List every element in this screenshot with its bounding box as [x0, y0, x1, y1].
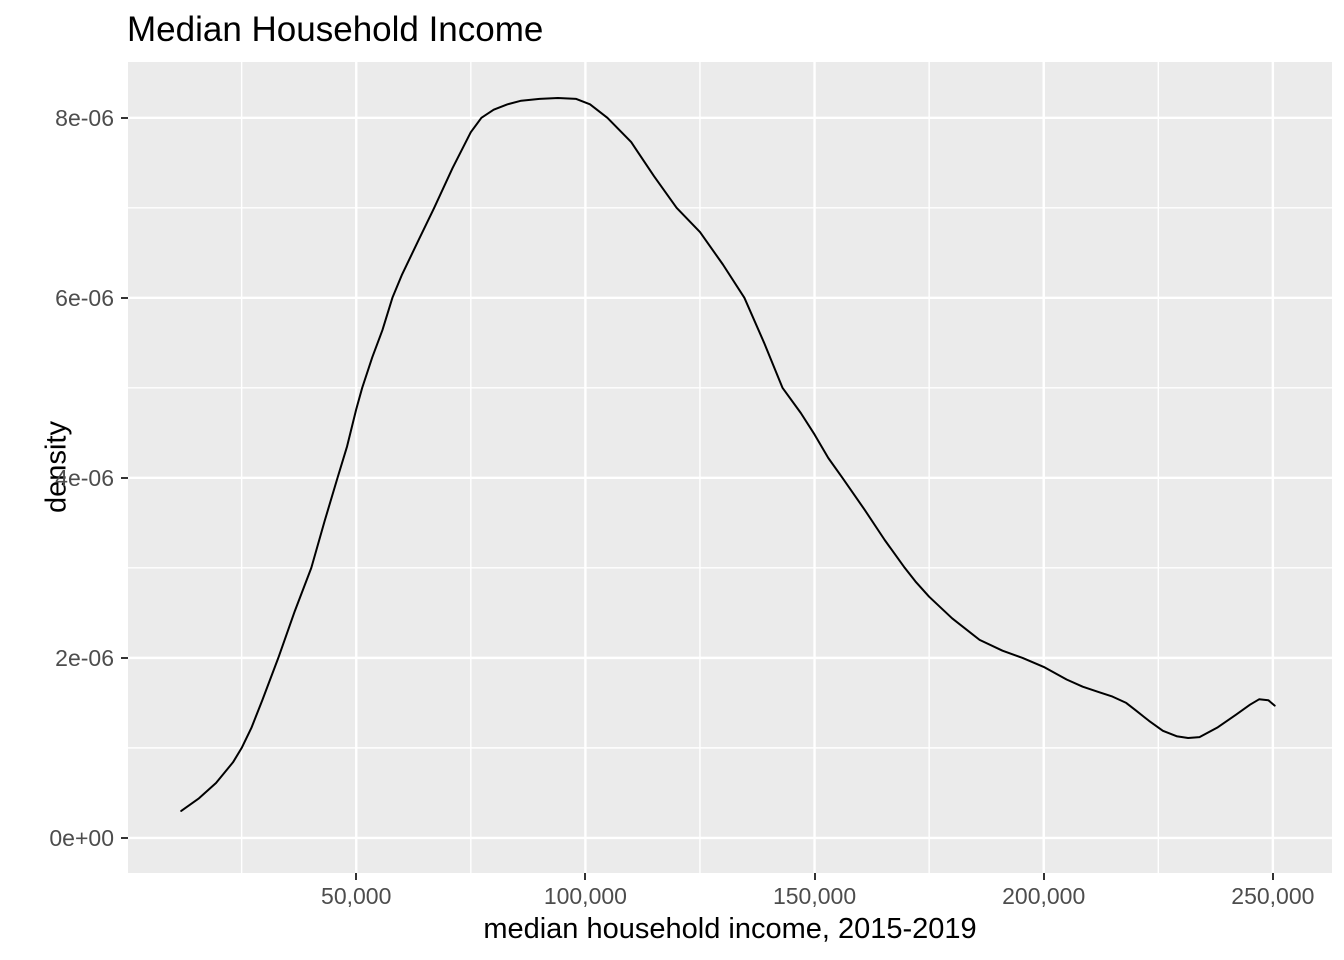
density-curve-chart	[128, 62, 1332, 873]
x-tick-label: 50,000	[321, 883, 392, 909]
y-tick-label: 0e+00	[49, 824, 114, 851]
x-tick-label: 200,000	[1002, 883, 1086, 909]
x-tick-label: 250,000	[1231, 883, 1315, 909]
y-tick-mark	[121, 836, 128, 839]
y-tick-label: 6e-06	[55, 284, 114, 311]
density-curve	[180, 97, 1276, 812]
y-tick-label: 8e-06	[55, 104, 114, 131]
x-tick-mark	[1042, 873, 1045, 880]
x-tick-mark	[813, 873, 816, 880]
y-tick-mark	[121, 476, 128, 479]
y-tick-label: 2e-06	[55, 644, 114, 671]
plot-panel	[128, 62, 1332, 873]
y-tick-mark	[121, 116, 128, 119]
y-tick-label: 4e-06	[55, 464, 114, 491]
x-tick-mark	[355, 873, 358, 880]
x-tick-mark	[584, 873, 587, 880]
plot-title: Median Household Income	[127, 10, 544, 49]
x-axis-title: median household income, 2015-2019	[483, 913, 977, 945]
y-tick-mark	[121, 656, 128, 659]
x-tick-mark	[1271, 873, 1274, 880]
x-tick-label: 100,000	[543, 883, 627, 909]
x-tick-label: 150,000	[772, 883, 857, 909]
y-tick-mark	[121, 296, 128, 299]
